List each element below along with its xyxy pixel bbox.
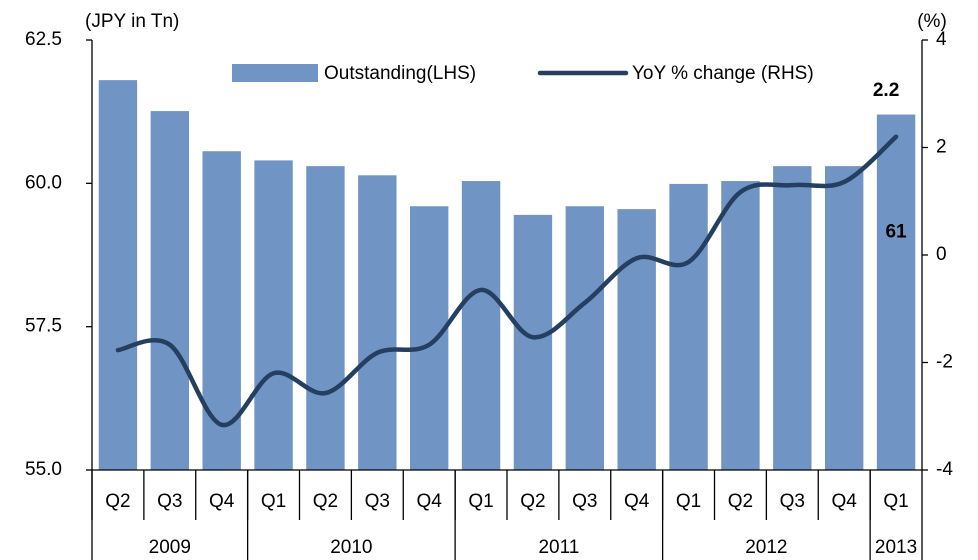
bar — [202, 151, 241, 470]
bar — [773, 166, 812, 470]
x-tick-label: Q4 — [417, 491, 443, 512]
bar — [358, 175, 397, 470]
line-value-label: 2.2 — [873, 80, 899, 101]
x-tick-label: Q1 — [468, 491, 493, 512]
bar — [306, 166, 345, 470]
bar — [721, 181, 760, 471]
bar — [824, 166, 864, 470]
group-label: 2009 — [149, 537, 191, 558]
bar — [617, 209, 656, 470]
x-tick-label: Q3 — [780, 491, 805, 512]
y2-tick-label: -4 — [936, 459, 953, 480]
y2-tick-label: -2 — [936, 352, 953, 373]
bar-value-label: 61 — [885, 222, 907, 243]
bar — [461, 181, 501, 471]
x-tick-label: Q2 — [728, 491, 753, 512]
x-tick-label: Q2 — [313, 491, 338, 512]
y-axis-label: (JPY in Tn) — [85, 11, 179, 32]
x-tick-label: Q1 — [676, 491, 701, 512]
y-tick-label: 62.5 — [25, 29, 62, 50]
bar — [98, 80, 138, 470]
x-tick-label: Q4 — [832, 491, 858, 512]
y2-tick-label: 2 — [936, 137, 947, 158]
x-tick-label: Q3 — [572, 491, 597, 512]
bar — [409, 206, 449, 470]
bar — [254, 160, 293, 470]
group-label: 2010 — [330, 537, 372, 558]
group-label: 2012 — [745, 537, 787, 558]
y-tick-label: 60.0 — [25, 172, 62, 193]
y2-tick-label: 0 — [936, 244, 947, 265]
x-tick-label: Q2 — [105, 491, 130, 512]
bar — [669, 183, 708, 470]
x-tick-label: Q3 — [157, 491, 182, 512]
group-label: 2011 — [538, 537, 579, 558]
bar — [150, 111, 190, 471]
legend-label: Outstanding(LHS) — [324, 63, 476, 84]
legend-label: YoY % change (RHS) — [632, 63, 814, 84]
x-tick-label: Q4 — [209, 491, 235, 512]
x-tick-label: Q1 — [883, 491, 908, 512]
y-tick-label: 57.5 — [25, 316, 62, 337]
legend-swatch — [232, 64, 318, 82]
x-tick-label: Q1 — [261, 491, 286, 512]
group-label: 2013 — [875, 537, 917, 558]
x-tick-label: Q3 — [365, 491, 390, 512]
bar — [876, 114, 916, 471]
y2-axis-label: (%) — [917, 11, 947, 32]
y2-tick-label: 4 — [936, 29, 947, 50]
bar — [565, 206, 605, 470]
x-tick-label: Q2 — [520, 491, 545, 512]
line — [115, 134, 899, 428]
y-tick-label: 55.0 — [25, 459, 62, 480]
x-tick-label: Q4 — [624, 491, 650, 512]
bar — [513, 214, 553, 470]
